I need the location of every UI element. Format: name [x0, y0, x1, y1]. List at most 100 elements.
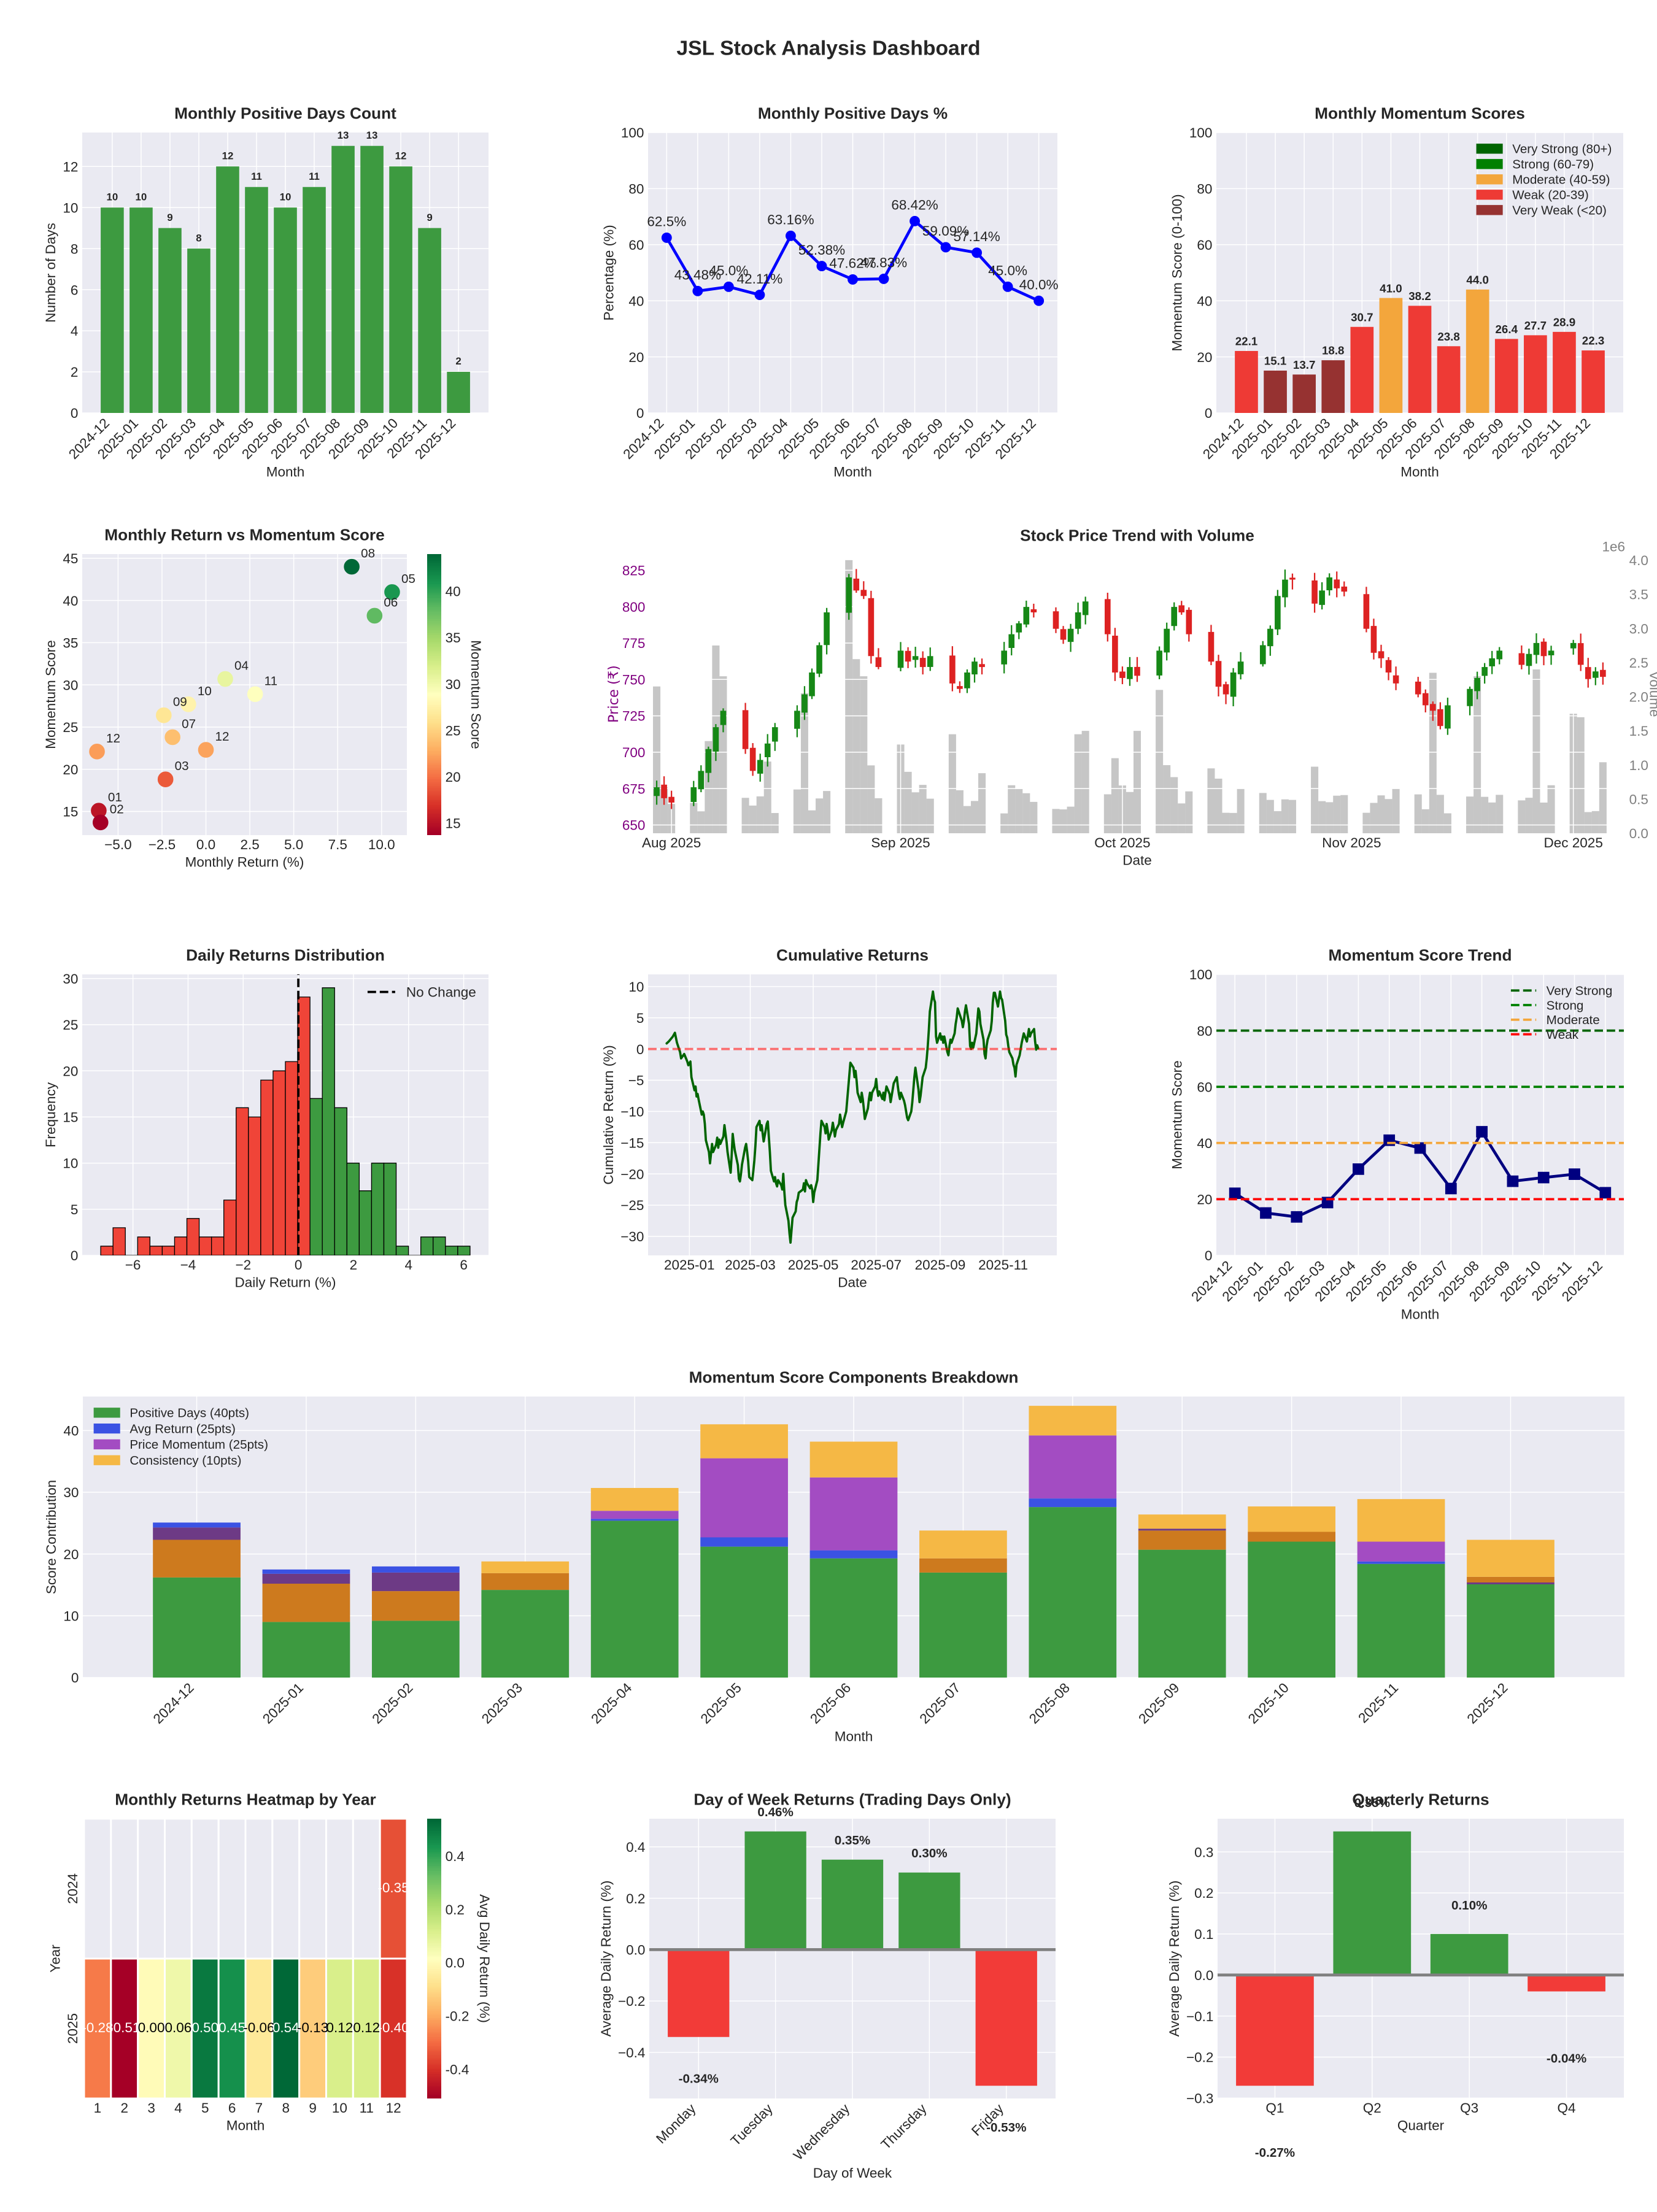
- svg-text:Monthly Return vs Momentum Sco: Monthly Return vs Momentum Score: [104, 526, 385, 544]
- svg-text:30: 30: [63, 1485, 79, 1500]
- svg-text:80: 80: [628, 182, 644, 197]
- svg-text:Aug 2025: Aug 2025: [642, 835, 701, 850]
- svg-text:80: 80: [1197, 182, 1212, 197]
- svg-text:6: 6: [228, 2100, 236, 2116]
- svg-text:700: 700: [622, 745, 646, 760]
- svg-text:35: 35: [446, 630, 461, 645]
- svg-text:775: 775: [622, 636, 646, 651]
- svg-text:20: 20: [628, 350, 644, 365]
- svg-text:Daily Return (%): Daily Return (%): [234, 1274, 336, 1290]
- svg-text:22.3: 22.3: [1582, 334, 1605, 347]
- svg-text:675: 675: [622, 781, 646, 796]
- svg-text:Year: Year: [47, 1944, 63, 1973]
- svg-text:30: 30: [446, 677, 461, 692]
- svg-text:18.8: 18.8: [1322, 344, 1345, 357]
- svg-text:30.7: 30.7: [1351, 310, 1373, 323]
- svg-text:13: 13: [338, 129, 349, 141]
- svg-text:10: 10: [63, 1608, 79, 1624]
- svg-text:41.0: 41.0: [1380, 282, 1402, 295]
- svg-text:15: 15: [63, 1110, 78, 1125]
- svg-text:2: 2: [71, 364, 79, 380]
- svg-text:0: 0: [71, 406, 79, 421]
- svg-text:−4: −4: [180, 1257, 196, 1273]
- svg-text:Monthly Returns Heatmap by Yea: Monthly Returns Heatmap by Year: [115, 1790, 376, 1809]
- svg-text:3.5: 3.5: [1629, 587, 1648, 603]
- svg-text:03: 03: [175, 759, 189, 773]
- svg-text:40: 40: [446, 584, 461, 599]
- svg-text:10.0: 10.0: [368, 837, 395, 852]
- svg-text:2.0: 2.0: [1629, 690, 1648, 705]
- svg-text:-0.13: -0.13: [297, 2020, 328, 2035]
- svg-text:9: 9: [427, 212, 432, 223]
- svg-text:-0.06: -0.06: [243, 2020, 274, 2035]
- svg-text:40.0%: 40.0%: [1019, 277, 1059, 292]
- svg-text:23.8: 23.8: [1437, 330, 1460, 343]
- svg-text:Frequency: Frequency: [43, 1082, 58, 1147]
- svg-text:2.5: 2.5: [240, 837, 259, 852]
- svg-text:−0.1: −0.1: [1186, 2009, 1213, 2024]
- svg-text:60: 60: [1197, 237, 1212, 253]
- svg-text:Momentum Score: Momentum Score: [43, 640, 58, 749]
- svg-text:0.50: 0.50: [191, 2020, 218, 2035]
- svg-text:4: 4: [404, 1257, 412, 1273]
- svg-text:11: 11: [265, 674, 277, 688]
- svg-text:-0.2: -0.2: [446, 2009, 469, 2024]
- svg-text:25: 25: [63, 720, 78, 735]
- svg-text:−5: −5: [628, 1073, 644, 1089]
- svg-text:47.83%: 47.83%: [860, 255, 907, 271]
- svg-text:0.35%: 0.35%: [835, 1833, 870, 1848]
- svg-text:01: 01: [108, 790, 122, 804]
- svg-text:−2: −2: [235, 1257, 251, 1273]
- svg-text:59.09%: 59.09%: [922, 223, 969, 239]
- svg-text:0.54: 0.54: [272, 2020, 299, 2035]
- svg-text:-0.40: -0.40: [377, 2020, 409, 2035]
- svg-text:57.14%: 57.14%: [953, 229, 1000, 244]
- svg-text:12: 12: [395, 150, 407, 161]
- svg-text:No Change: No Change: [406, 985, 476, 1000]
- svg-text:0.46%: 0.46%: [757, 1805, 793, 1819]
- svg-text:27.7: 27.7: [1524, 319, 1547, 332]
- svg-text:20: 20: [1197, 1192, 1212, 1208]
- svg-text:100: 100: [1189, 125, 1213, 141]
- svg-text:-0.28: -0.28: [82, 2020, 113, 2035]
- svg-text:Momentum Score: Momentum Score: [468, 640, 484, 749]
- svg-text:0.00: 0.00: [138, 2020, 165, 2035]
- svg-text:−10: −10: [620, 1104, 644, 1120]
- svg-text:−5.0: −5.0: [104, 837, 131, 852]
- svg-text:Average Daily Return (%): Average Daily Return (%): [598, 1881, 614, 2037]
- svg-text:825: 825: [622, 563, 646, 579]
- svg-text:15: 15: [63, 804, 78, 820]
- svg-text:Month: Month: [1400, 464, 1439, 480]
- svg-text:Month: Month: [835, 1729, 873, 1744]
- svg-text:Consistency (10pts): Consistency (10pts): [129, 1454, 241, 1468]
- svg-text:60: 60: [628, 237, 644, 253]
- svg-text:2.5: 2.5: [1629, 655, 1648, 671]
- svg-text:-0.4: -0.4: [446, 2062, 469, 2077]
- svg-text:20: 20: [63, 762, 78, 777]
- svg-text:Average Daily Return (%): Average Daily Return (%): [1167, 1881, 1182, 2037]
- svg-text:2: 2: [455, 355, 461, 367]
- svg-text:04: 04: [234, 659, 249, 673]
- svg-text:08: 08: [361, 547, 375, 561]
- svg-text:Q2: Q2: [1363, 2100, 1381, 2116]
- svg-text:40: 40: [1197, 1136, 1212, 1151]
- svg-text:4: 4: [174, 2100, 182, 2116]
- svg-text:0.45: 0.45: [218, 2020, 245, 2035]
- svg-text:68.42%: 68.42%: [891, 198, 938, 213]
- svg-text:−25: −25: [620, 1198, 644, 1213]
- svg-text:63.16%: 63.16%: [767, 212, 814, 228]
- svg-text:40: 40: [628, 293, 644, 309]
- svg-text:Price Momentum (25pts): Price Momentum (25pts): [129, 1438, 268, 1452]
- svg-text:09: 09: [173, 695, 187, 709]
- svg-text:12: 12: [222, 150, 234, 161]
- svg-text:0: 0: [295, 1257, 303, 1273]
- svg-text:25: 25: [446, 723, 461, 738]
- svg-text:6: 6: [71, 282, 79, 298]
- svg-text:0: 0: [1205, 406, 1213, 421]
- svg-text:5: 5: [71, 1202, 79, 1217]
- svg-text:Nov 2025: Nov 2025: [1322, 835, 1381, 850]
- svg-text:0: 0: [71, 1248, 79, 1263]
- svg-text:10: 10: [332, 2100, 347, 2116]
- svg-text:-0.51: -0.51: [109, 2020, 140, 2035]
- svg-text:Monthly Return (%): Monthly Return (%): [185, 854, 304, 869]
